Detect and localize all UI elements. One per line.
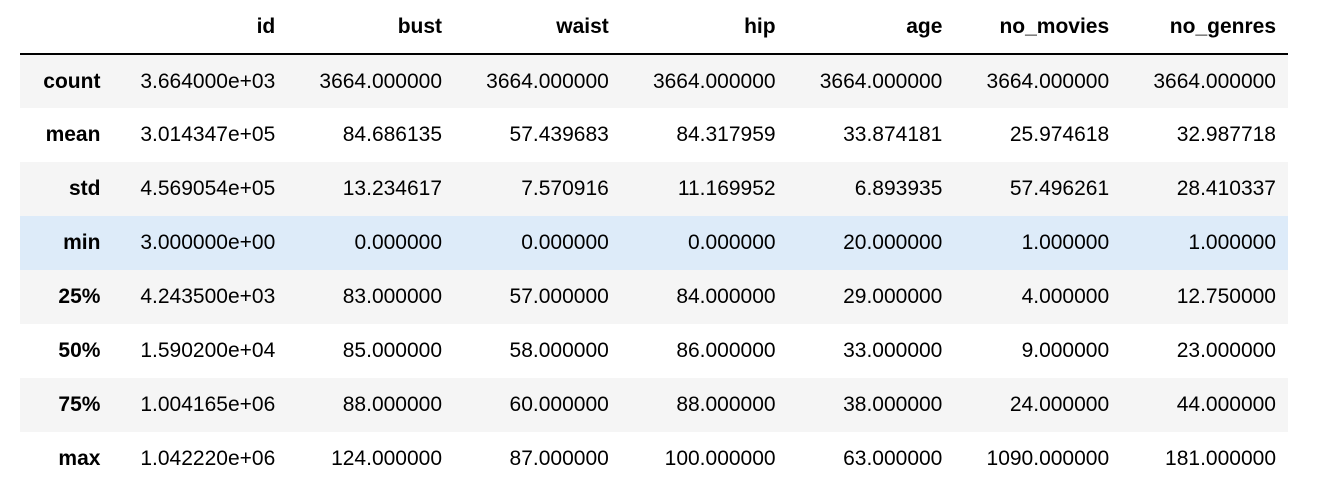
table-cell: 84.686135	[342, 123, 443, 146]
row-label: max	[58, 447, 101, 470]
table-cell: 87.000000	[509, 447, 609, 470]
table-cell: 1.042220e+06	[140, 447, 276, 470]
table-cell: 63.000000	[843, 447, 943, 470]
row-label: 75%	[58, 393, 101, 416]
table-cell: 33.000000	[843, 339, 943, 362]
table-cell: 3664.000000	[319, 69, 443, 93]
column-header-id: id	[114, 0, 288, 55]
table-cell: 0.000000	[521, 231, 609, 254]
column-header-age: age	[787, 0, 955, 55]
table-cell: 57.000000	[509, 285, 609, 308]
table-cell: 60.000000	[509, 393, 609, 416]
describe-table: id bust waist hip age no_movies no_genres coun…	[20, 0, 1288, 486]
table-cell: 3.014347e+05	[140, 123, 276, 146]
table-cell: 57.496261	[1009, 177, 1110, 200]
table-row: std 4.569054e+05 13.234617 7.570916 11.16995…	[20, 162, 1288, 216]
table-cell: 1.000000	[1188, 231, 1276, 254]
index-header	[20, 0, 115, 55]
table-cell: 1090.000000	[986, 447, 1110, 470]
table-cell: 3664.000000	[986, 69, 1110, 93]
table-cell: 28.410337	[1176, 177, 1276, 200]
table-row: max 1.042220e+06 124.000000 87.000000 100.00…	[20, 432, 1288, 486]
row-label: std	[68, 177, 101, 200]
column-header-no-genres: no_genres	[1121, 0, 1288, 55]
table-cell: 88.000000	[342, 393, 443, 416]
table-cell: 88.000000	[676, 393, 776, 416]
table-cell: 84.317959	[676, 123, 776, 146]
table-cell: 1.000000	[1021, 231, 1110, 254]
column-header-no-movies: no_movies	[954, 0, 1122, 55]
table-cell: 25.974618	[1009, 123, 1110, 146]
column-header-hip: hip	[620, 0, 788, 55]
table-cell: 1.004165e+06	[140, 393, 276, 416]
table-cell: 0.000000	[688, 231, 776, 254]
table-cell: 86.000000	[676, 339, 776, 362]
table-body: count 3.664000e+03 3664.000000 3664.000000 3…	[20, 54, 1288, 486]
table-header: id bust waist hip age no_movies no_genres	[20, 0, 1288, 55]
table-cell: 20.000000	[843, 231, 943, 254]
table-cell: 124.000000	[331, 447, 443, 470]
table-cell: 4.569054e+05	[140, 177, 276, 200]
table-row: count 3.664000e+03 3664.000000 3664.000000 3…	[20, 54, 1288, 108]
table-cell: 4.243500e+03	[140, 285, 276, 308]
table-cell: 1.590200e+04	[140, 339, 276, 362]
table-cell: 3.000000e+00	[140, 231, 276, 254]
table-cell: 32.987718	[1176, 123, 1276, 146]
table-cell: 181.000000	[1165, 447, 1276, 470]
table-cell: 0.000000	[354, 231, 443, 254]
row-label: count	[43, 69, 101, 93]
table-cell: 24.000000	[1009, 393, 1110, 416]
table-cell: 7.570916	[521, 177, 609, 200]
table-cell: 44.000000	[1176, 393, 1276, 416]
table-cell: 38.000000	[843, 393, 943, 416]
table-cell: 4.000000	[1021, 285, 1110, 308]
table-row: 75% 1.004165e+06 88.000000 60.000000 88.0000…	[20, 378, 1288, 432]
table-cell: 9.000000	[1021, 339, 1110, 362]
table-cell: 57.439683	[509, 123, 609, 146]
table-cell: 84.000000	[676, 285, 776, 308]
table-cell: 3664.000000	[652, 69, 776, 93]
header-row: id bust waist hip age no_movies no_genres	[20, 0, 1288, 55]
column-header-waist: waist	[454, 0, 621, 55]
row-label: 25%	[58, 285, 101, 308]
table-cell: 3664.000000	[486, 69, 609, 93]
table-cell: 3.664000e+03	[140, 69, 276, 93]
table-row: min 3.000000e+00 0.000000 0.000000 0.000000 2…	[20, 216, 1288, 270]
table-row: 25% 4.243500e+03 83.000000 57.000000 84.0000…	[20, 270, 1288, 324]
row-label: mean	[45, 123, 101, 146]
table-cell: 85.000000	[342, 339, 443, 362]
table-cell: 23.000000	[1176, 339, 1276, 362]
table-cell: 13.234617	[342, 177, 443, 200]
table-cell: 100.000000	[664, 447, 776, 470]
row-label: min	[63, 231, 101, 254]
column-header-bust: bust	[287, 0, 455, 55]
table-cell: 33.874181	[843, 123, 943, 146]
table-row: mean 3.014347e+05 84.686135 57.439683 84.317…	[20, 108, 1288, 162]
table-cell: 29.000000	[843, 285, 943, 308]
table-cell: 3664.000000	[819, 69, 943, 93]
row-label: 50%	[58, 339, 101, 362]
table-cell: 6.893935	[854, 177, 943, 200]
table-cell: 83.000000	[342, 285, 443, 308]
table-row: 50% 1.590200e+04 85.000000 58.000000 86.0000…	[20, 324, 1288, 378]
table-cell: 12.750000	[1176, 285, 1276, 308]
table-cell: 11.169952	[677, 177, 776, 200]
table-cell: 3664.000000	[1153, 69, 1276, 93]
table-cell: 58.000000	[509, 339, 609, 362]
